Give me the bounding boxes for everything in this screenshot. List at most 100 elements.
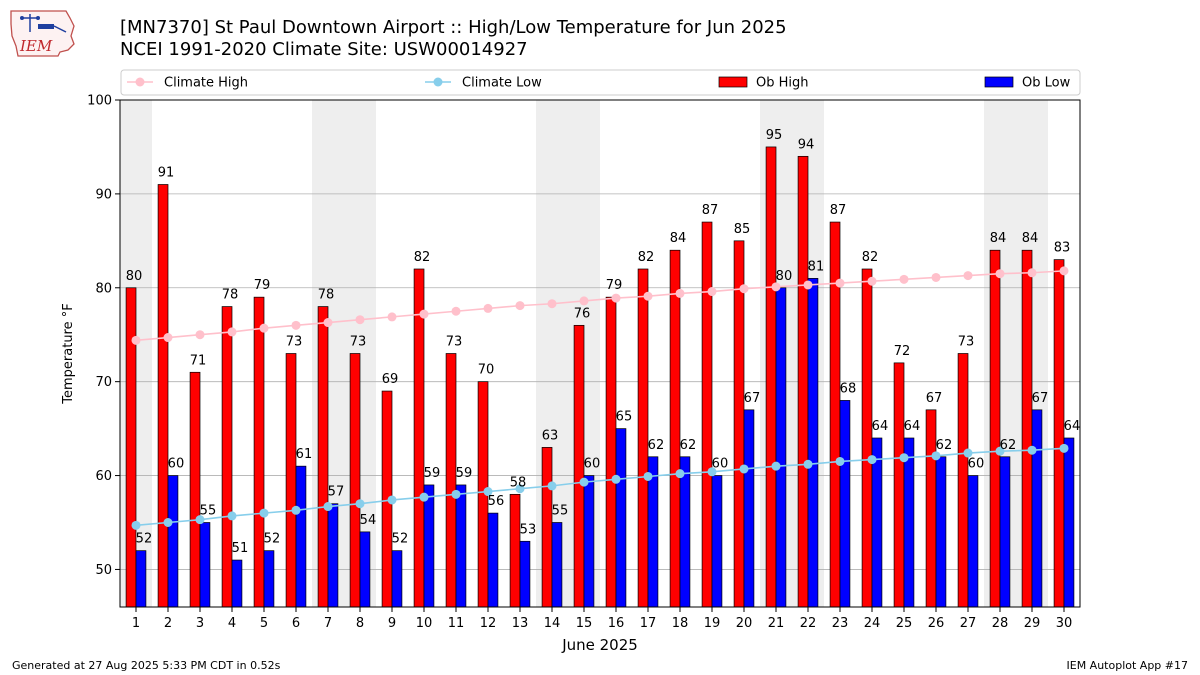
climate-low-point [451, 489, 461, 499]
ob-low-value-label: 60 [712, 457, 729, 472]
ob-low-value-label: 62 [680, 438, 697, 453]
climate-high-point [1027, 268, 1037, 278]
x-tick-label: 6 [292, 616, 300, 631]
ob-high-bar [605, 296, 617, 608]
ob-high-value-label: 78 [318, 288, 335, 303]
ob-low-value-label: 59 [456, 466, 473, 481]
ob-low-value-label: 62 [936, 438, 953, 453]
climate-high-line [135, 270, 1065, 342]
y-tick-label: 50 [95, 563, 112, 578]
chart-title: [MN7370] St Paul Downtown Airport :: Hig… [120, 17, 787, 38]
ob-low-bar [775, 287, 787, 608]
climate-low-point [1059, 443, 1069, 453]
x-tick-label: 12 [480, 616, 497, 631]
ob-high-value-label: 76 [574, 306, 591, 321]
ob-low-value-label: 54 [360, 513, 377, 528]
climate-low-point [483, 487, 493, 497]
ob-high-bar [1021, 249, 1033, 608]
legend-ob-low-label: Ob Low [1022, 76, 1071, 91]
climate-low-point [387, 495, 397, 505]
climate-high-point [867, 276, 877, 286]
climate-high-point [995, 269, 1005, 279]
climate-low-point [995, 446, 1005, 456]
ob-high-bar [797, 155, 809, 608]
climate-high-point [739, 284, 749, 294]
ob-high-value-label: 73 [446, 335, 463, 350]
x-tick-label: 27 [960, 616, 977, 631]
ob-high-bar [701, 221, 713, 608]
x-tick-label: 15 [576, 616, 593, 631]
ob-low-bar [615, 428, 627, 608]
climate-high-point [579, 296, 589, 306]
ob-high-bar [989, 249, 1001, 608]
climate-high-point [771, 282, 781, 292]
ob-high-value-label: 84 [670, 231, 687, 246]
climate-low-point [675, 469, 685, 479]
ob-low-value-label: 53 [520, 522, 537, 537]
x-tick-label: 17 [640, 616, 657, 631]
ob-low-bar [839, 400, 851, 608]
ob-low-bar [711, 475, 723, 608]
climate-high-point [387, 312, 397, 322]
ob-high-value-label: 95 [766, 128, 783, 143]
x-tick-label: 5 [260, 616, 268, 631]
climate-high-point [291, 320, 301, 330]
ob-high-value-label: 87 [702, 203, 719, 218]
plot-frame [119, 99, 1081, 608]
x-tick-label: 2 [164, 616, 172, 631]
ob-high-value-label: 79 [606, 278, 623, 293]
x-tick-label: 3 [196, 616, 204, 631]
ob-high-value-label: 72 [894, 344, 911, 359]
y-tick-label: 70 [95, 375, 112, 390]
x-tick-label: 10 [416, 616, 433, 631]
climate-low-point [323, 502, 333, 512]
ob-low-value-label: 68 [840, 381, 857, 396]
x-tick-label: 22 [800, 616, 817, 631]
ob-high-value-label: 87 [830, 203, 847, 218]
climate-high-point [675, 288, 685, 298]
climate-low-point [963, 448, 973, 458]
ob-low-value-label: 55 [200, 504, 217, 519]
ob-high-bar [957, 353, 969, 608]
climate-low-point [931, 451, 941, 461]
ob-high-value-label: 67 [926, 391, 943, 406]
legend-ob-high-label: Ob High [756, 76, 809, 91]
ob-low-bar [231, 559, 243, 608]
climate-low-point [899, 453, 909, 463]
x-tick-label: 4 [228, 616, 236, 631]
climate-high-point [931, 272, 941, 282]
climate-low-point [131, 520, 141, 530]
ob-low-value-label: 52 [136, 532, 153, 547]
chart-subtitle: NCEI 1991-2020 Climate Site: USW00014927 [120, 39, 528, 60]
x-tick-label: 9 [388, 616, 396, 631]
x-tick-label: 29 [1024, 616, 1041, 631]
climate-high-point [611, 293, 621, 303]
x-tick-label: 8 [356, 616, 364, 631]
legend: Climate High Climate Low Ob High Ob Low [120, 69, 1081, 96]
ob-high-bar [1053, 259, 1065, 608]
ob-low-value-label: 52 [264, 532, 281, 547]
ob-high-bar [509, 493, 521, 608]
climate-high-point [419, 309, 429, 319]
climate-high-point [195, 330, 205, 340]
ob-low-bar [199, 522, 211, 608]
climate-low-point [259, 508, 269, 518]
ob-low-value-label: 80 [776, 269, 793, 284]
climate-low-point [227, 511, 237, 521]
ob-high-bar [349, 353, 361, 608]
ob-high-bar [733, 240, 745, 608]
ob-high-bar [413, 268, 425, 608]
ob-low-value-label: 67 [744, 391, 761, 406]
ob-high-bar [925, 409, 937, 608]
ob-high-bar [637, 268, 649, 608]
ob-high-bar [861, 268, 873, 608]
ob-high-bar [253, 296, 265, 608]
climate-low-point [547, 481, 557, 491]
ob-low-bar [263, 550, 275, 608]
climate-low-point [355, 499, 365, 509]
legend-climate-high-marker [135, 77, 145, 87]
ob-low-bar [1031, 409, 1043, 608]
climate-low-point [771, 461, 781, 471]
ob-low-value-label: 57 [328, 485, 345, 500]
climate-low-point [803, 459, 813, 469]
